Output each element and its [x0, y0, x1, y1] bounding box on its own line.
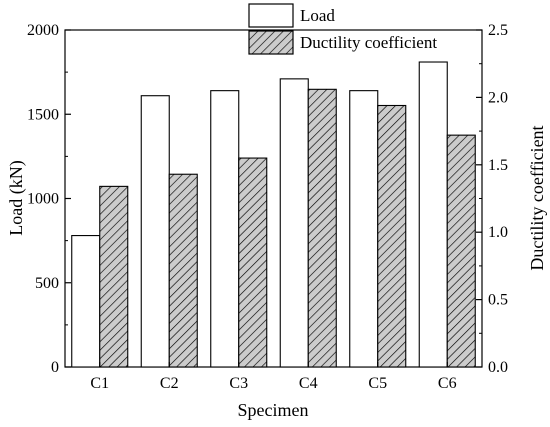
- bar-load-c2: [140, 95, 170, 368]
- bar-load-c4: [279, 78, 309, 368]
- x-tick-label: C3: [229, 375, 248, 392]
- bar-ductility-c1: [99, 185, 129, 368]
- x-tick-label: C1: [90, 375, 109, 392]
- x-axis-title: Specimen: [238, 400, 309, 420]
- bar-ductility-c2: [168, 173, 198, 368]
- bars: [71, 61, 476, 368]
- legend-label-ductility: Ductility coefficient: [300, 33, 437, 52]
- x-tick-label: C6: [438, 375, 457, 392]
- y-right-axis-title: Ductility coefficient: [527, 125, 547, 270]
- legend-swatch-load: [248, 3, 294, 28]
- bar-load-c6: [418, 61, 448, 368]
- left-tick-label: 500: [35, 275, 59, 292]
- x-axis-ticks: C1 C2 C3 C4 C5 C6: [90, 362, 457, 392]
- right-tick-label: 2.5: [488, 22, 508, 39]
- left-tick-label: 1500: [27, 106, 59, 123]
- left-tick-label: 2000: [27, 22, 59, 39]
- right-tick-label: 0.0: [488, 359, 508, 376]
- bar-ductility-c6: [446, 134, 476, 368]
- legend-label-load: Load: [300, 6, 335, 25]
- left-tick-label: 1000: [27, 191, 59, 208]
- left-tick-label: 0: [51, 359, 59, 376]
- legend-swatch-ductility: [248, 30, 294, 55]
- bar-load-c5: [349, 90, 379, 368]
- y-left-axis-title: Load (kN): [6, 160, 27, 235]
- right-axis-ticks: 0.0 0.5 1.0 1.5 2.0 2.5: [476, 22, 508, 376]
- right-tick-label: 0.5: [488, 292, 508, 309]
- bar-load-c3: [210, 90, 240, 368]
- bar-load-c1: [71, 235, 101, 368]
- x-tick-label: C2: [160, 375, 179, 392]
- right-tick-label: 2.0: [488, 89, 508, 106]
- bar-ductility-c5: [377, 104, 407, 368]
- bar-ductility-c3: [238, 157, 268, 368]
- right-tick-label: 1.5: [488, 157, 508, 174]
- x-tick-label: C4: [299, 375, 318, 392]
- right-tick-label: 1.0: [488, 224, 508, 241]
- bar-ductility-c4: [307, 88, 337, 368]
- legend: Load Ductility coefficient: [248, 3, 437, 55]
- left-axis-ticks: 0 500 1000 1500 2000: [27, 22, 71, 376]
- x-tick-label: C5: [368, 375, 387, 392]
